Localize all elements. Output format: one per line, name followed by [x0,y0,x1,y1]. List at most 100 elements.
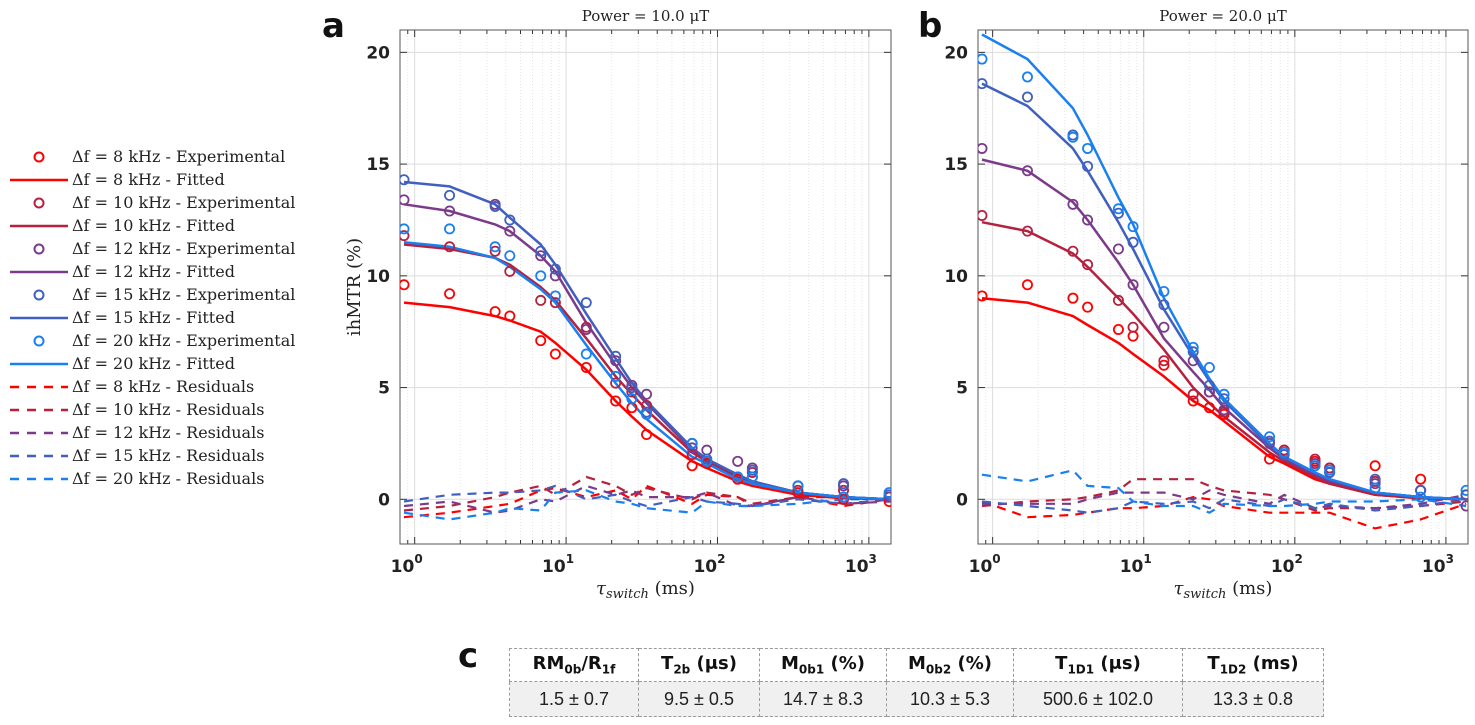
plot-title: Power = 10.0 μT [582,7,709,25]
legend-entry: Δf = 20 kHz - Fitted [10,354,235,373]
experimental-point [610,395,622,407]
x-tick-label: 103 [1422,552,1454,577]
experimental-point [1309,453,1321,465]
experimental-point [838,478,850,490]
header-m0b1: M0b1 (%) [759,648,887,682]
value-m0b1: 14.7 ± 8.3 [759,681,887,717]
experimental-point [1187,341,1199,353]
legend-entry: Δf = 15 kHz - Fitted [10,308,235,327]
experimental-point [1021,279,1033,291]
legend-marker-icon [33,151,45,163]
experimental-point [580,297,592,309]
experimental-point [1324,464,1336,476]
experimental-point [686,437,698,449]
experimental-point [978,78,988,90]
experimental-point [1460,500,1468,512]
experimental-point [1082,142,1094,154]
legend-label: Δf = 12 kHz - Residuals [72,423,264,442]
legend-label: Δf = 20 kHz - Fitted [72,354,235,373]
experimental-point [838,491,850,503]
legend-entry: Δf = 15 kHz - Residuals [10,446,264,465]
parameter-table: RM0b/R1f T2b (μs) M0b1 (%) M0b2 (%) T1D1… [509,648,1324,717]
plot-area [978,33,1468,530]
experimental-point [549,297,561,309]
x-tick-exponent: 0 [414,552,422,566]
experimental-point [1218,404,1230,416]
legend-entry: Δf = 12 kHz - Residuals [10,423,264,442]
experimental-point [641,408,653,420]
legend-label: Δf = 15 kHz - Fitted [72,308,235,327]
fitted-line [403,203,890,501]
experimental-point [1082,160,1094,172]
fitted-line [403,243,890,501]
experimental-point [1264,431,1276,443]
legend-label: Δf = 15 kHz - Residuals [72,446,264,465]
experimental-point [1264,435,1276,447]
experimental-point [535,294,547,306]
legend-label: Δf = 8 kHz - Fitted [72,170,225,189]
residual-line [981,498,1467,514]
experimental-point [792,480,804,492]
experimental-point [1309,460,1321,472]
residual-line [403,484,890,508]
experimental-point [610,377,622,389]
legend-entry: Δf = 10 kHz - Fitted [10,216,235,235]
experimental-point [580,323,592,335]
experimental-point [1021,91,1033,103]
x-tick-exponent: 2 [717,552,725,566]
experimental-point [1415,473,1427,485]
experimental-point [1415,491,1427,503]
experimental-point [1127,279,1139,291]
experimental-point [1067,131,1079,143]
experimental-point [1203,379,1215,391]
experimental-point [1127,236,1139,248]
y-tick-label: 5 [378,379,390,399]
y-tick-label: 20 [366,43,390,63]
legend-marker-icon [33,197,45,209]
experimental-point [732,471,744,483]
y-tick-label: 15 [366,155,390,175]
legend-entry: Δf = 10 kHz - Residuals [10,400,264,419]
experimental-point [978,290,988,302]
experimental-point [641,428,653,440]
experimental-point [883,487,891,499]
x-tick-exponent: 3 [1446,552,1454,566]
experimental-point [580,361,592,373]
experimental-point [1067,198,1079,210]
header-t2b: T2b (μs) [638,648,760,682]
table-header-row: RM0b/R1f T2b (μs) M0b1 (%) M0b2 (%) T1D1… [509,648,1324,682]
experimental-point [400,230,410,242]
experimental-point [549,263,561,275]
legend-entry: Δf = 20 kHz - Experimental [33,331,295,350]
legend-marker-icon [33,243,45,255]
experimental-point [978,142,988,154]
experimental-point [1021,165,1033,177]
experimental-point [1187,395,1199,407]
x-axis-label-subscript: switch [1184,587,1227,602]
experimental-point [504,250,516,262]
plot-title: Power = 20.0 μT [1159,7,1286,25]
experimental-point [1082,214,1094,226]
experimental-point [549,270,561,282]
experimental-point [1415,484,1427,496]
experimental-point [838,484,850,496]
value-t2b: 9.5 ± 0.5 [638,681,760,717]
panel-letter-a: a [322,6,345,46]
experimental-point [444,241,456,253]
experimental-point [1021,225,1033,237]
residual-line [403,484,890,514]
experimental-point [641,388,653,400]
experimental-point [504,265,516,277]
value-rm0b-r1f: 1.5 ± 0.7 [509,681,639,717]
header-m0b2: M0b2 (%) [886,648,1014,682]
experimental-point [732,455,744,467]
experimental-point [1218,393,1230,405]
fitted-line [981,220,1467,501]
residual-line [403,475,890,512]
x-tick-label: 100 [969,552,1001,577]
experimental-point [610,370,622,382]
header-t1d2: T1D2 (ms) [1182,648,1324,682]
y-axis-label: ihMTR (%) [344,238,365,336]
legend-entry: Δf = 8 kHz - Residuals [10,377,254,396]
experimental-point [1158,355,1170,367]
